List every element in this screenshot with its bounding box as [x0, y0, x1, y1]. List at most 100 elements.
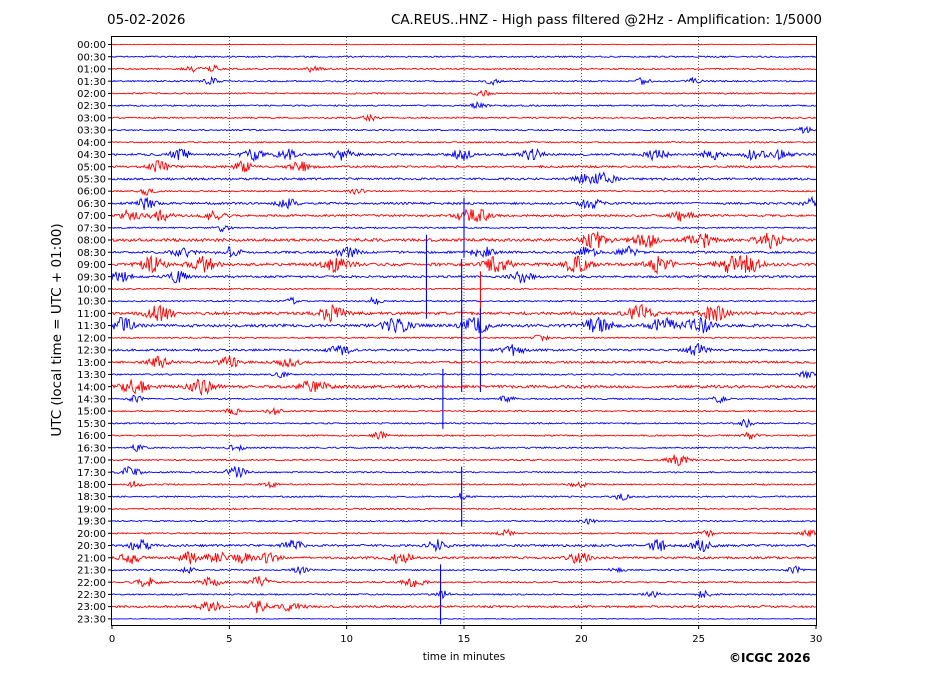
trace-1430 [111, 394, 817, 404]
y-tick-label: 07:30 [77, 223, 106, 234]
x-axis-label: time in minutes [422, 651, 506, 663]
trace-0600 [111, 188, 817, 196]
x-tick-label: 5 [226, 634, 232, 645]
y-tick-label: 04:00 [77, 138, 106, 149]
y-tick-label: 09:30 [77, 272, 106, 283]
trace-1100 [111, 303, 817, 323]
date-label: 05-02-2026 [107, 12, 186, 28]
y-tick-label: 05:30 [77, 175, 106, 186]
y-tick-label: 06:00 [77, 187, 106, 198]
x-tick-label: 30 [810, 634, 823, 645]
y-tick-label: 11:00 [77, 309, 106, 320]
y-tick-label: 16:30 [77, 443, 106, 454]
y-tick-label: 16:00 [77, 431, 106, 442]
trace-0330 [111, 125, 817, 135]
x-tick-label: 0 [109, 634, 115, 645]
trace-lines [111, 43, 817, 625]
trace-1200 [111, 334, 817, 343]
y-tick-label: 12:00 [77, 333, 106, 344]
trace-1930 [111, 518, 817, 525]
y-tick-label: 19:30 [77, 517, 106, 528]
y-tick-label: 08:00 [77, 236, 106, 247]
y-tick-label: 18:30 [77, 492, 106, 503]
y-tick-label: 01:00 [77, 65, 106, 76]
y-tick-label: 15:30 [77, 419, 106, 430]
y-tick-label: 22:00 [77, 578, 106, 589]
y-tick-label: 17:30 [77, 468, 106, 479]
trace-1600 [111, 431, 817, 440]
copyright-label: ©ICGC 2026 [729, 651, 811, 665]
y-tick-label: 13:00 [77, 358, 106, 369]
y-tick-label: 13:30 [77, 370, 106, 381]
chart-title: CA.REUS..HNZ - High pass filtered @2Hz -… [390, 12, 822, 28]
trace-2130 [111, 565, 817, 576]
y-tick-label: 19:00 [77, 504, 106, 515]
trace-0400 [111, 140, 817, 144]
trace-2100 [111, 551, 817, 565]
trace-0300 [111, 114, 817, 122]
trace-1230 [111, 343, 817, 356]
trace-1630 [111, 443, 817, 453]
x-tick-label: 20 [575, 634, 588, 645]
y-tick-label: 14:30 [77, 394, 106, 405]
trace-0030 [111, 55, 817, 59]
y-tick-label: 05:00 [77, 162, 106, 173]
trace-0830 [111, 245, 817, 259]
trace-2230 [111, 589, 817, 600]
trace-1730 [111, 465, 817, 479]
y-tick-label: 20:00 [77, 529, 106, 540]
y-tick-label: 11:30 [77, 321, 106, 332]
y-tick-label: 03:30 [77, 126, 106, 137]
trace-0530 [111, 171, 817, 185]
trace-1130 [111, 316, 817, 334]
y-tick-label: 21:00 [77, 553, 106, 564]
x-tick-label: 10 [340, 634, 353, 645]
trace-1300 [111, 355, 817, 368]
trace-1500 [111, 406, 817, 416]
y-tick-label: 18:00 [77, 480, 106, 491]
trace-1700 [111, 454, 817, 467]
y-tick-label: 09:00 [77, 260, 106, 271]
trace-0000 [111, 43, 817, 46]
trace-0130 [111, 76, 817, 87]
trace-1000 [111, 287, 817, 291]
y-tick-label: 17:00 [77, 456, 106, 467]
y-tick-label: 23:30 [77, 614, 106, 625]
x-tick-label: 25 [692, 634, 705, 645]
trace-1530 [111, 418, 817, 428]
trace-0200 [111, 89, 817, 97]
trace-0800 [111, 231, 817, 250]
trace-2300 [111, 600, 817, 614]
y-tick-label: 22:30 [77, 590, 106, 601]
y-tick-label: 12:30 [77, 346, 106, 357]
grid-lines [229, 37, 699, 625]
trace-0900 [111, 254, 817, 275]
y-tick-label: 01:30 [77, 77, 106, 88]
y-tick-label: 23:00 [77, 602, 106, 613]
y-tick-label: 06:30 [77, 199, 106, 210]
trace-1030 [111, 296, 817, 306]
trace-1800 [111, 480, 817, 489]
y-tick-label: 14:00 [77, 382, 106, 393]
trace-2030 [111, 538, 817, 553]
y-tick-label: 15:00 [77, 407, 106, 418]
y-tick-label: 00:00 [77, 40, 106, 51]
x-tick-label: 15 [458, 634, 471, 645]
trace-2330 [111, 617, 817, 620]
trace-1400 [111, 378, 817, 396]
y-tick-label: 02:00 [77, 89, 106, 100]
x-ticks: 0 5 10 15 20 25 30 [109, 625, 823, 645]
y-tick-label: 00:30 [77, 52, 106, 63]
trace-0500 [111, 160, 817, 173]
y-tick-label: 10:30 [77, 297, 106, 308]
trace-2200 [111, 576, 817, 588]
trace-1330 [111, 369, 817, 379]
trace-0230 [111, 100, 817, 110]
y-tick-label: 07:00 [77, 211, 106, 222]
y-tick-label: 20:30 [77, 541, 106, 552]
y-tick-label: 21:30 [77, 566, 106, 577]
y-tick-label: 04:30 [77, 150, 106, 161]
y-tick-label: 10:00 [77, 285, 106, 296]
